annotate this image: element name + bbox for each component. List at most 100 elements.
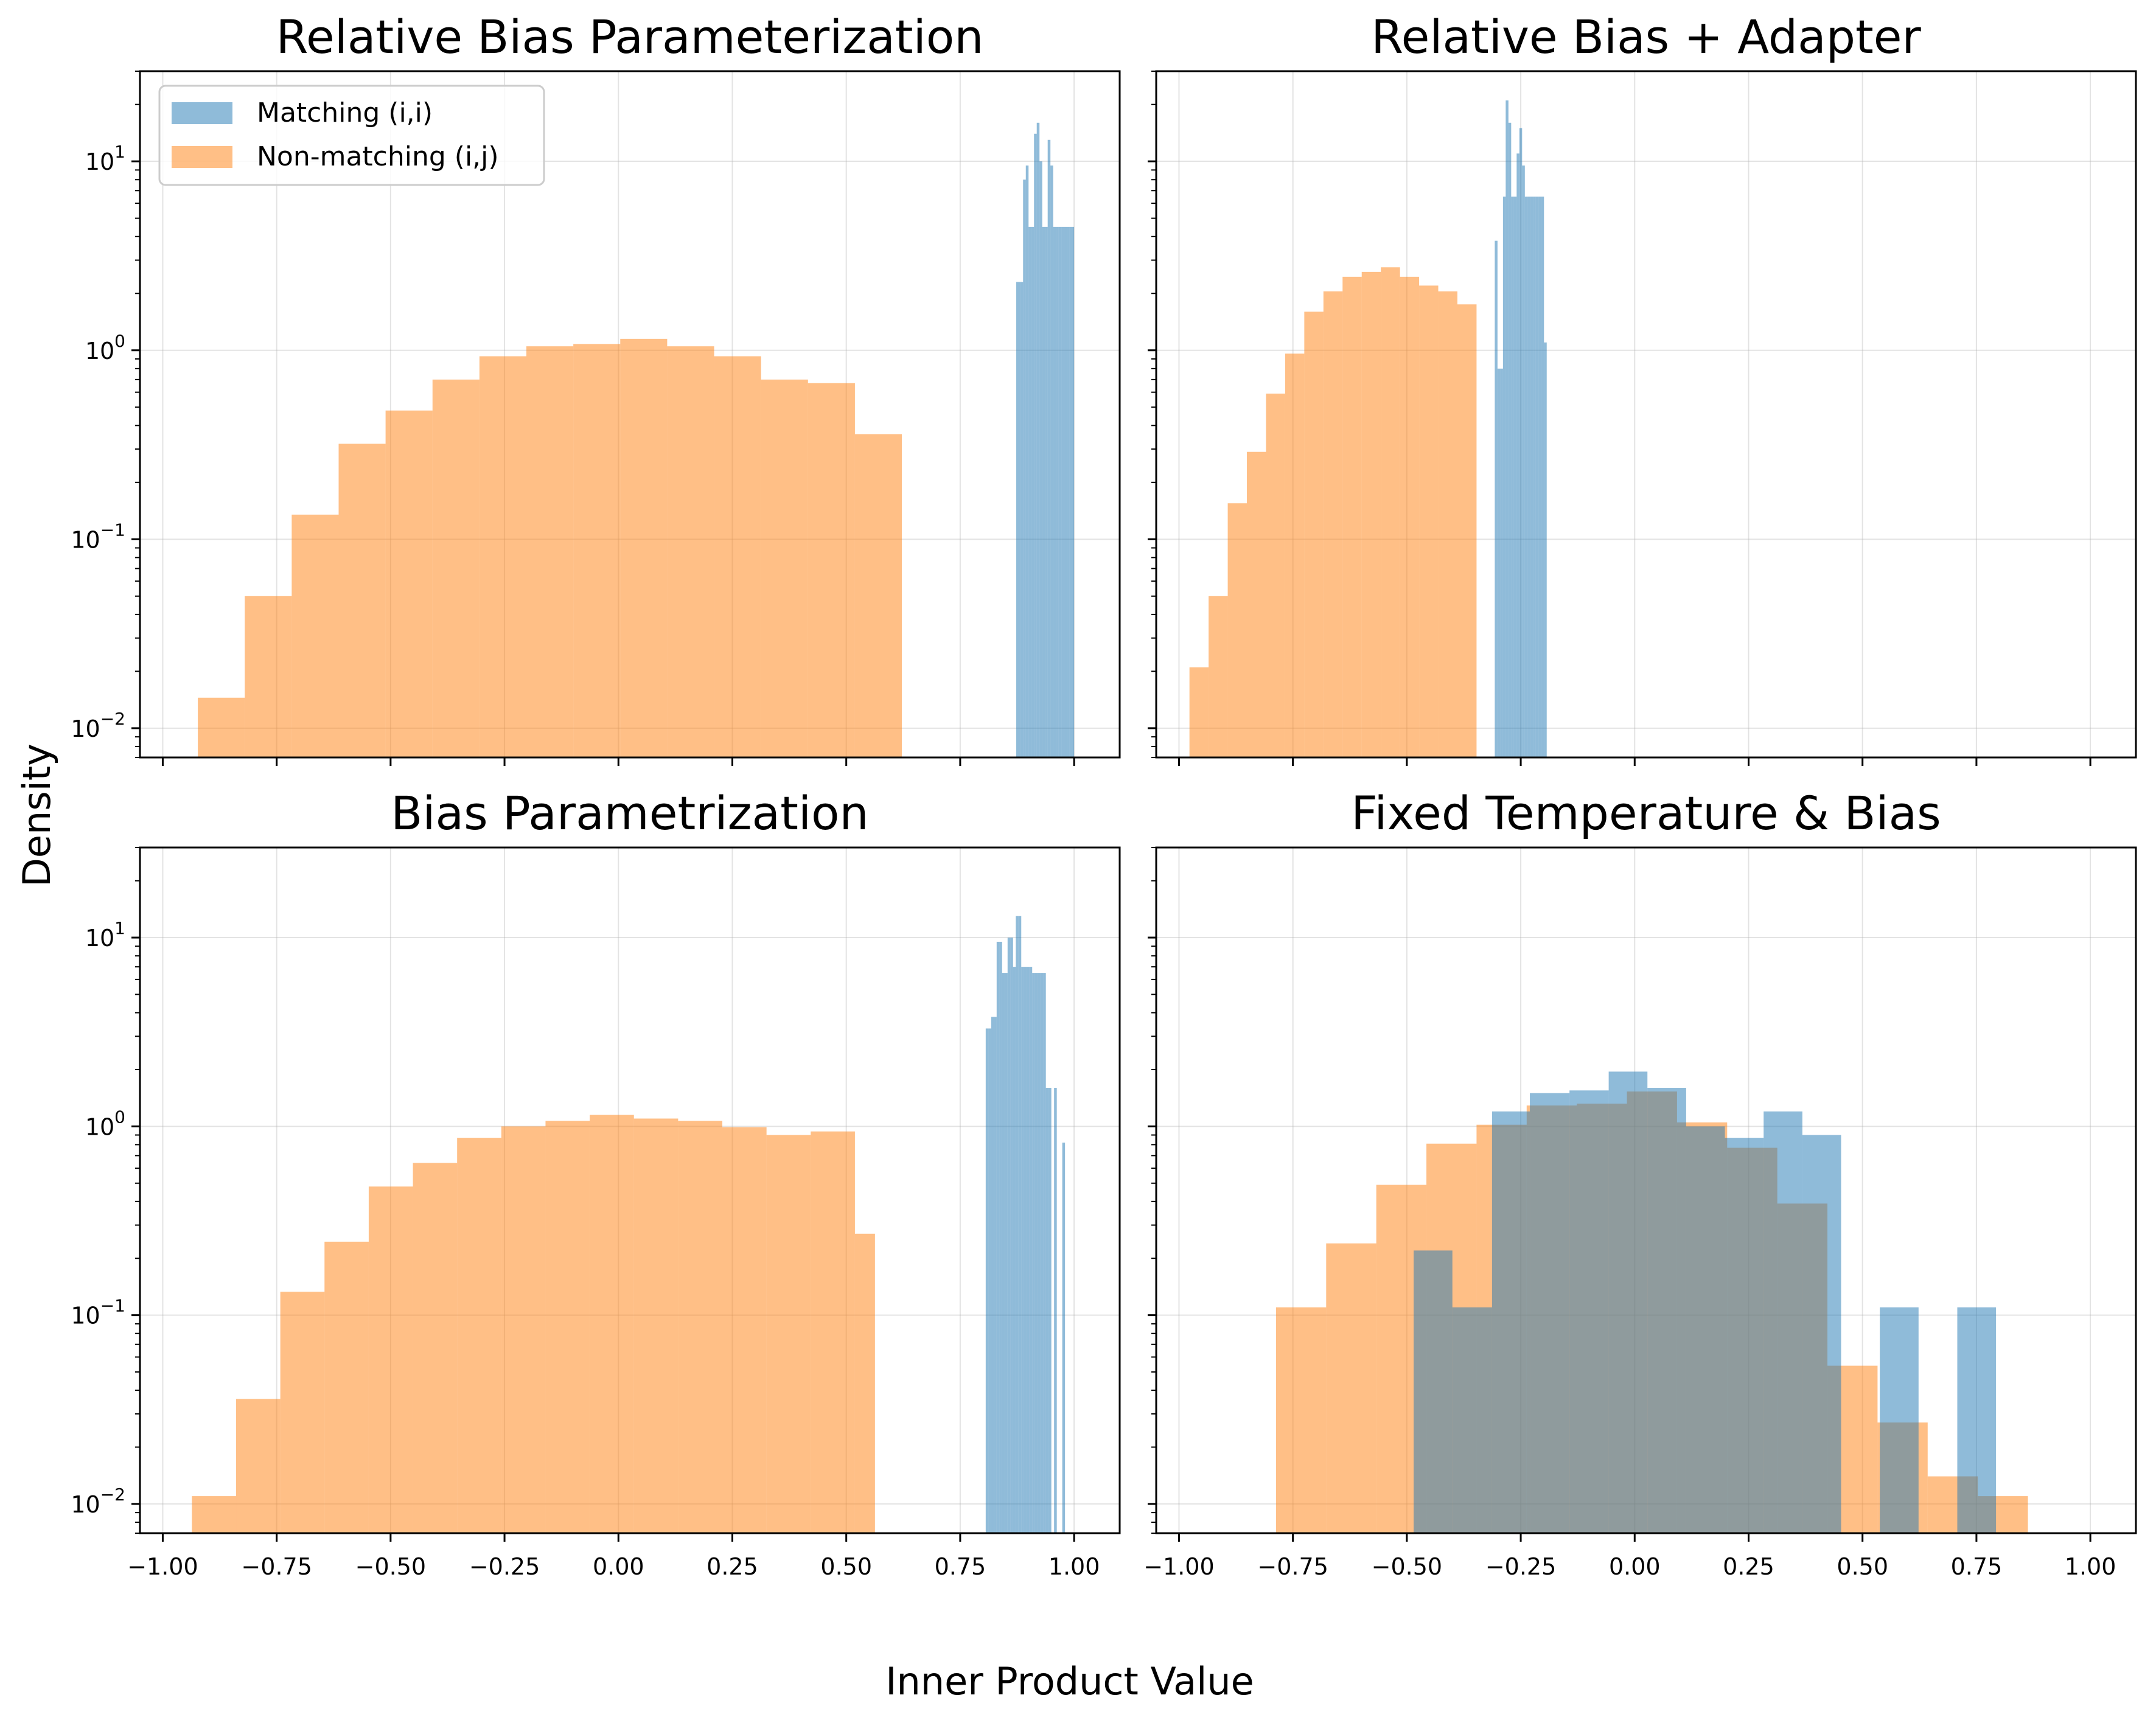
y-axis [1148,71,1156,758]
histogram-bar [413,1163,458,1533]
histogram-bar [1043,973,1046,1533]
histogram-bar [1502,197,1506,757]
y-tick-label: 10−2 [71,709,125,742]
x-tick-label: 0.75 [1951,1553,2003,1580]
bars [1275,1071,2028,1533]
histogram-bar [678,1121,723,1533]
y-tick-label: 100 [85,331,125,364]
histogram-bar [722,1127,767,1533]
histogram-bar [808,383,855,757]
histogram-bar [985,1028,989,1533]
legend-swatch-non-matching [172,146,232,168]
histogram-bar [1530,197,1533,757]
histogram-bar [667,346,714,757]
x-tick-label: −0.25 [469,1553,540,1580]
panel-title: Fixed Temperature & Bias [1351,786,1941,840]
histogram-bar [854,1233,875,1533]
histogram-bar [1062,1143,1066,1533]
histogram-bar [1544,342,1547,757]
histogram-bar [1957,1307,1997,1533]
x-tick-label: −0.75 [241,1553,312,1580]
histogram-bar [766,1135,811,1533]
histogram-bar [1500,368,1503,757]
axes-frame [1155,846,2137,1534]
histogram-bar [1034,133,1037,757]
histogram-bar [714,356,761,757]
panel-title: Relative Bias + Adapter [1371,10,1921,64]
x-tick-label: −0.50 [355,1553,426,1580]
legend-label-non-matching: Non-matching (i,j) [257,141,499,172]
histogram-bar [1069,226,1075,757]
y-axis [1148,847,1156,1534]
y-axis: 10−2 10−1 100 101 [71,847,140,1534]
histogram-bar [1029,967,1033,1533]
histogram-bar [545,1121,590,1533]
x-axis: −1.00 −0.75 −0.50 −0.25 0.00 0.25 0.50 0.75 1.00 [1143,1533,2116,1580]
histogram-bar [1505,100,1509,757]
legend-swatch-matching [172,102,232,124]
histogram-bar [1764,1111,1802,1533]
histogram-bar [761,379,808,757]
histogram-bar [1034,973,1038,1533]
histogram-bar [1725,1138,1764,1533]
histogram-bar [280,1292,325,1533]
histogram-bar [1519,128,1523,757]
y-axis-label: Density [15,743,59,887]
histogram-bar [1802,1135,1841,1533]
histogram-bar [198,697,245,757]
histogram-bar [1189,667,1209,757]
legend-frame [158,85,545,186]
histogram-bar [590,1115,634,1533]
histogram-bar [1522,165,1525,757]
y-tick-label: 10−1 [71,1296,125,1329]
bars [1189,100,1547,757]
x-tick-label: 0.25 [1723,1553,1774,1580]
histogram-bar [1491,1111,1530,1533]
x-axis: −1.00 −0.75 −0.50 −0.25 0.00 0.25 0.50 0.75 1.00 [127,1533,1100,1580]
histogram-bar [1013,967,1016,1533]
histogram-bar [1005,973,1008,1533]
histogram-bar [1247,451,1266,757]
series-matching [1414,1071,1997,1533]
histogram-bar [1016,916,1019,1533]
x-tick-label: −0.75 [1257,1553,1328,1580]
y-tick-label: 101 [85,918,125,952]
histogram-bar [1067,226,1070,757]
histogram-bar [1275,1307,1327,1533]
histogram-bar [991,1017,994,1533]
histogram-bar [1048,1088,1052,1533]
histogram-bar [1530,1093,1570,1533]
histogram-bar [1064,226,1067,757]
y-axis: 10−2 10−1 100 101 [71,71,140,758]
histogram-bar [245,596,292,757]
histogram-bar [1323,291,1343,757]
x-axis [161,757,1075,766]
histogram-bar [1361,271,1381,757]
histogram-bar [1608,1071,1648,1533]
axes-frame [1155,70,2137,759]
histogram-bar [1031,226,1034,757]
histogram-bar [1058,226,1062,757]
bars [198,122,1075,757]
histogram-bar [1524,197,1528,757]
panel-1: 10−2 10−1 100 101 Relative Bias Parameteriza… [71,10,1121,766]
y-tick-label: 100 [85,1107,125,1140]
x-tick-label: 0.00 [593,1553,644,1580]
histogram-bar [338,444,386,757]
panel-title: Relative Bias Parameterization [276,10,984,64]
x-tick-label: 0.50 [1837,1553,1888,1580]
histogram-bar [368,1186,413,1533]
histogram-bar [385,410,433,757]
x-tick-label: −0.50 [1372,1553,1442,1580]
x-tick-label: 1.00 [2065,1553,2116,1580]
histogram-bar [1020,282,1024,757]
axes-frame [139,846,1121,1534]
histogram-bar [988,1028,991,1533]
histogram-bar [291,514,339,757]
histogram-bar [1326,1243,1376,1533]
histogram-bar [1508,122,1512,757]
x-tick-label: 0.50 [820,1553,872,1580]
axes-frame [139,70,1121,759]
histogram-bar [1050,165,1053,757]
histogram-bar [1513,197,1517,757]
